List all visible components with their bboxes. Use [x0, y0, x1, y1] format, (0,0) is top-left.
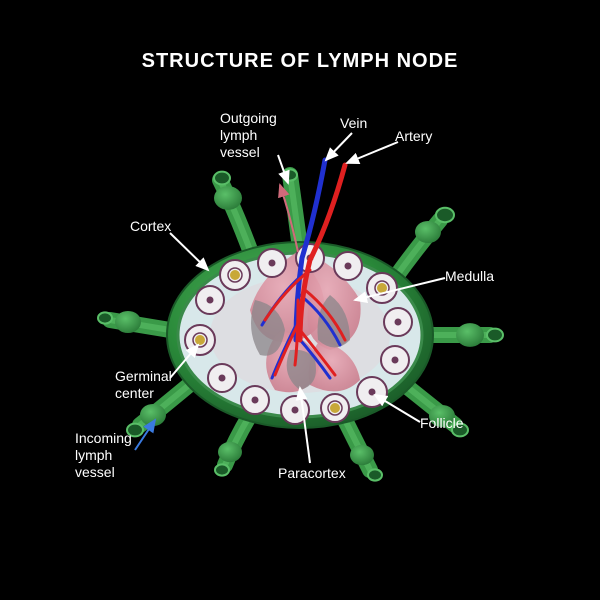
label-follicle: Follicle [420, 415, 464, 432]
diagram-svg [0, 0, 600, 600]
pointer-vein [326, 133, 352, 160]
label-incoming: Incoming lymph vessel [75, 430, 132, 480]
label-artery: Artery [395, 128, 432, 145]
label-vein: Vein [340, 115, 367, 132]
label-germinal: Germinal center [115, 368, 172, 402]
label-paracortex: Paracortex [278, 465, 346, 482]
pointer-artery [347, 142, 398, 163]
label-medulla: Medulla [445, 268, 494, 285]
label-cortex: Cortex [130, 218, 171, 235]
pointer-cortex [170, 233, 208, 270]
label-outgoing: Outgoing lymph vessel [220, 110, 277, 160]
